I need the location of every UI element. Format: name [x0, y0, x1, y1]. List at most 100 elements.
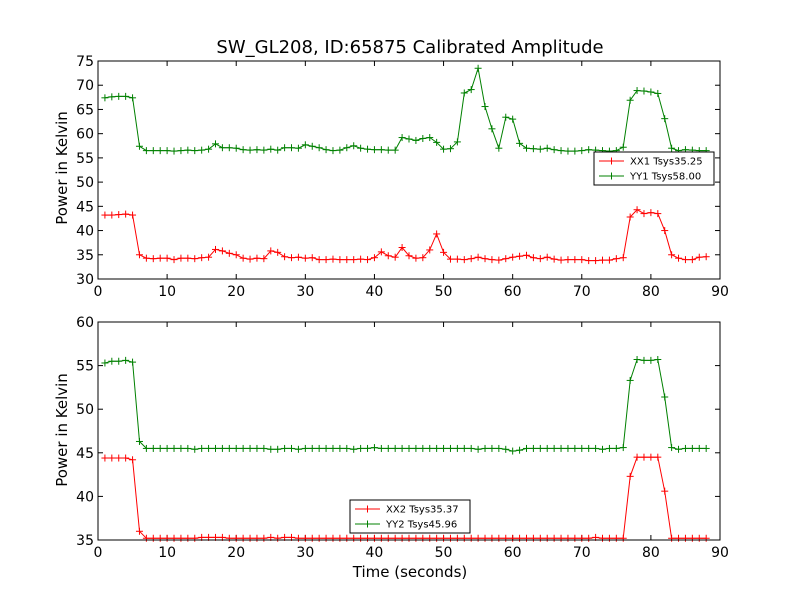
top-data-point	[467, 86, 475, 94]
top-data-point	[502, 255, 510, 263]
bottom-x-tick-label: 0	[94, 545, 103, 561]
bottom-data-point	[274, 445, 282, 453]
top-data-point	[440, 248, 448, 256]
top-data-point	[108, 211, 116, 219]
top-legend-box	[593, 151, 715, 186]
top-data-point	[426, 246, 434, 254]
top-x-tick-label: 40	[366, 284, 384, 300]
top-data-point	[122, 210, 130, 218]
top-data-point	[419, 135, 427, 143]
bottom-data-point	[412, 534, 420, 542]
top-data-point	[142, 254, 150, 262]
bottom-data-point	[129, 358, 137, 366]
top-data-point	[433, 138, 441, 146]
bottom-data-point	[522, 534, 530, 542]
bottom-data-point	[232, 444, 240, 452]
top-data-point	[419, 254, 427, 262]
bottom-legend-item: XX2 Tsys35.37	[355, 505, 459, 516]
bottom-data-point	[474, 445, 482, 453]
bottom-data-point	[205, 444, 213, 452]
top-y-tick-label: 70	[76, 78, 94, 94]
bottom-data-point	[184, 444, 192, 452]
top-data-point	[184, 146, 192, 154]
top-data-point	[446, 255, 454, 263]
bottom-data-point	[633, 453, 641, 461]
top-data-point	[115, 92, 123, 100]
top-data-point	[329, 147, 337, 155]
top-legend-label: YY1 Tsys58.00	[629, 172, 701, 183]
bottom-data-point	[502, 445, 510, 453]
bottom-data-point	[536, 534, 544, 542]
top-data-point	[405, 252, 413, 260]
bottom-data-point	[440, 534, 448, 542]
top-data-point	[529, 145, 537, 153]
bottom-data-point	[675, 445, 683, 453]
top-data-point	[529, 254, 537, 262]
bottom-data-point	[274, 534, 282, 542]
bottom-plot-frame	[97, 321, 721, 541]
bottom-data-point	[191, 445, 199, 453]
bottom-data-point	[571, 444, 579, 452]
bottom-data-point	[419, 444, 427, 452]
top-data-point	[654, 89, 662, 97]
top-data-point	[177, 254, 185, 262]
top-data-point	[661, 227, 669, 235]
top-data-point	[322, 256, 330, 264]
bottom-data-point	[115, 357, 123, 365]
bottom-data-point	[578, 534, 586, 542]
top-plot-frame	[97, 60, 721, 280]
top-data-point	[170, 256, 178, 264]
bottom-y-tick-label: 60	[76, 315, 94, 331]
top-data-point	[205, 145, 213, 153]
top-data-point	[495, 256, 503, 264]
top-data-point	[661, 115, 669, 123]
top-data-point	[536, 255, 544, 263]
top-data-point	[564, 147, 572, 155]
bottom-data-point	[426, 534, 434, 542]
top-x-tick-label: 50	[435, 284, 453, 300]
bottom-data-point	[571, 534, 579, 542]
top-data-point	[198, 146, 206, 154]
top-x-tick-label: 30	[296, 284, 314, 300]
top-data-point	[640, 87, 648, 95]
bottom-data-point	[308, 534, 316, 542]
bottom-data-point	[253, 444, 261, 452]
bottom-data-point	[246, 534, 254, 542]
top-data-point	[467, 255, 475, 263]
top-data-point	[191, 255, 199, 263]
bottom-data-point	[322, 444, 330, 452]
bottom-data-point	[343, 534, 351, 542]
top-data-point	[308, 142, 316, 150]
top-data-point	[281, 144, 289, 152]
top-data-point	[343, 144, 351, 152]
bottom-data-point	[495, 444, 503, 452]
bottom-data-point	[108, 357, 116, 365]
top-data-point	[543, 144, 551, 152]
top-data-point	[675, 254, 683, 262]
top-data-point	[336, 146, 344, 154]
bottom-data-point	[211, 444, 219, 452]
bottom-data-point	[688, 444, 696, 452]
top-data-point	[384, 146, 392, 154]
top-data-point	[377, 146, 385, 154]
top-data-point	[516, 139, 524, 147]
bottom-data-point	[377, 444, 385, 452]
bottom-data-point	[336, 444, 344, 452]
bottom-data-point	[702, 534, 710, 542]
bottom-data-point	[433, 534, 441, 542]
bottom-data-point	[467, 444, 475, 452]
bottom-data-point	[135, 437, 143, 445]
bottom-data-point	[419, 534, 427, 542]
top-data-point	[253, 146, 261, 154]
bottom-data-point	[384, 534, 392, 542]
top-data-point	[522, 251, 530, 259]
bottom-data-point	[599, 445, 607, 453]
bottom-data-point	[101, 359, 109, 367]
bottom-data-point	[225, 444, 233, 452]
top-data-point	[211, 140, 219, 148]
top-data-point	[509, 253, 517, 261]
top-data-point	[592, 257, 600, 265]
top-y-tick-label: 30	[76, 272, 94, 288]
top-data-point	[129, 211, 137, 219]
